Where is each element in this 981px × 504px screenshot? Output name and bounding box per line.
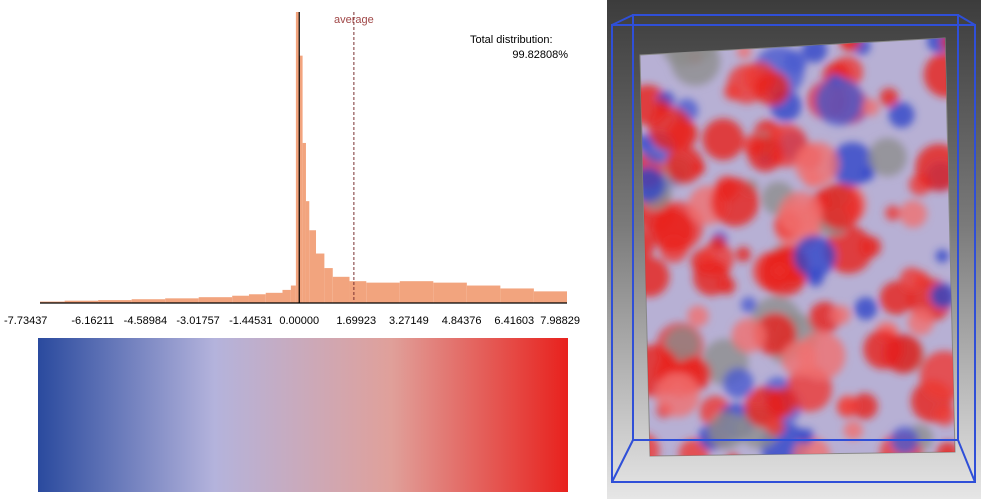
map-blob xyxy=(815,77,864,126)
x-tick-label: -1.44531 xyxy=(229,315,272,327)
map-blob xyxy=(794,141,840,187)
map-blob xyxy=(935,249,949,263)
histogram-bar xyxy=(295,12,300,303)
total-label: Total distribution: xyxy=(470,34,553,46)
map-blob xyxy=(868,137,907,177)
x-tick-label: -7.73437 xyxy=(4,315,47,327)
map-blob xyxy=(723,83,741,101)
map-blob xyxy=(651,209,694,252)
map-blob xyxy=(655,372,700,418)
map-blob xyxy=(664,326,700,362)
map-blob xyxy=(863,329,904,370)
map-blob xyxy=(678,439,709,456)
map-blob xyxy=(793,235,836,278)
histogram-bar xyxy=(332,276,350,303)
histogram-bar xyxy=(265,292,283,303)
histogram-bar xyxy=(309,230,317,303)
map-blob xyxy=(934,404,955,426)
map-blob xyxy=(907,309,934,336)
map-blob xyxy=(879,281,914,315)
x-tick-label: 0.00000 xyxy=(279,315,319,327)
histogram-bar xyxy=(433,282,467,303)
histogram-bar xyxy=(399,281,434,303)
x-tick-label: 4.84376 xyxy=(442,315,482,327)
map-blob xyxy=(836,396,858,418)
histogram-bar xyxy=(299,55,303,304)
map-blob xyxy=(899,267,924,292)
x-tick-label: 3.27149 xyxy=(389,315,429,327)
histogram-bar xyxy=(40,301,65,303)
x-tick-label: -4.58984 xyxy=(124,315,167,327)
map-blob xyxy=(740,296,757,313)
map-blob xyxy=(885,205,901,221)
histogram-bar xyxy=(290,285,296,303)
average-label: average xyxy=(334,14,374,26)
bounding-box xyxy=(611,14,976,483)
histogram-bar xyxy=(232,295,249,303)
histogram-bar xyxy=(466,285,501,303)
map-blob xyxy=(899,200,927,228)
map-blob xyxy=(710,178,760,227)
map-blob xyxy=(919,350,955,401)
histogram-bar xyxy=(165,298,199,303)
map-blob xyxy=(851,393,878,420)
map-blob xyxy=(687,305,709,327)
map-blob xyxy=(765,417,785,437)
x-tick-label: 1.69923 xyxy=(336,315,376,327)
histogram-bar xyxy=(349,281,367,303)
map-blob xyxy=(753,313,797,356)
x-tick-label: -3.01757 xyxy=(176,315,219,327)
histogram-bar xyxy=(248,294,266,303)
map-blob xyxy=(830,305,851,325)
map-blob xyxy=(702,118,745,161)
histogram-bar xyxy=(305,201,310,303)
map-blob xyxy=(747,135,784,172)
map-blob xyxy=(816,183,863,230)
histogram-bar xyxy=(282,289,291,303)
map-blob xyxy=(778,191,823,236)
histogram-bar xyxy=(366,282,400,303)
color-bar xyxy=(38,338,568,492)
x-tick-label: 6.41603 xyxy=(494,315,534,327)
map-blob xyxy=(862,98,880,116)
histogram-bar xyxy=(500,288,534,303)
histogram-panel: Total distribution: 99.82808% -7.73437 -6… xyxy=(4,12,580,327)
map-blob xyxy=(723,367,754,399)
map-blob xyxy=(888,102,915,128)
map-blob xyxy=(693,259,730,296)
map-blob xyxy=(830,142,875,187)
map-blob xyxy=(843,420,863,441)
map-blob xyxy=(798,428,815,444)
map-blob xyxy=(879,88,899,107)
map-blob xyxy=(648,107,693,152)
map-blob xyxy=(930,283,955,309)
x-tick-label: -6.16211 xyxy=(71,315,114,327)
map-blob xyxy=(860,236,882,258)
map-blob xyxy=(640,166,666,203)
histogram-bar xyxy=(302,142,306,303)
map-blob xyxy=(797,331,846,380)
map-blob xyxy=(710,235,726,251)
map-blob xyxy=(708,411,746,450)
deviation-map xyxy=(640,38,955,456)
map-blob xyxy=(665,145,704,184)
x-tick-label: 7.98829 xyxy=(540,315,580,327)
histogram-bar xyxy=(533,291,567,303)
map-blob xyxy=(735,246,751,262)
separator xyxy=(598,0,607,499)
map-blob xyxy=(640,256,670,297)
map-blob xyxy=(854,297,878,320)
histogram-bar xyxy=(131,299,166,303)
map-blob xyxy=(824,225,873,274)
map-blob xyxy=(731,318,766,353)
histogram-bar xyxy=(64,300,99,303)
histogram-bar xyxy=(316,253,325,303)
total-value: 99.82808% xyxy=(512,49,568,61)
map-blob xyxy=(754,70,790,106)
histogram-bar xyxy=(324,268,333,303)
3d-view xyxy=(607,0,981,499)
histogram-bar xyxy=(98,300,132,303)
histogram-bar xyxy=(198,297,233,303)
